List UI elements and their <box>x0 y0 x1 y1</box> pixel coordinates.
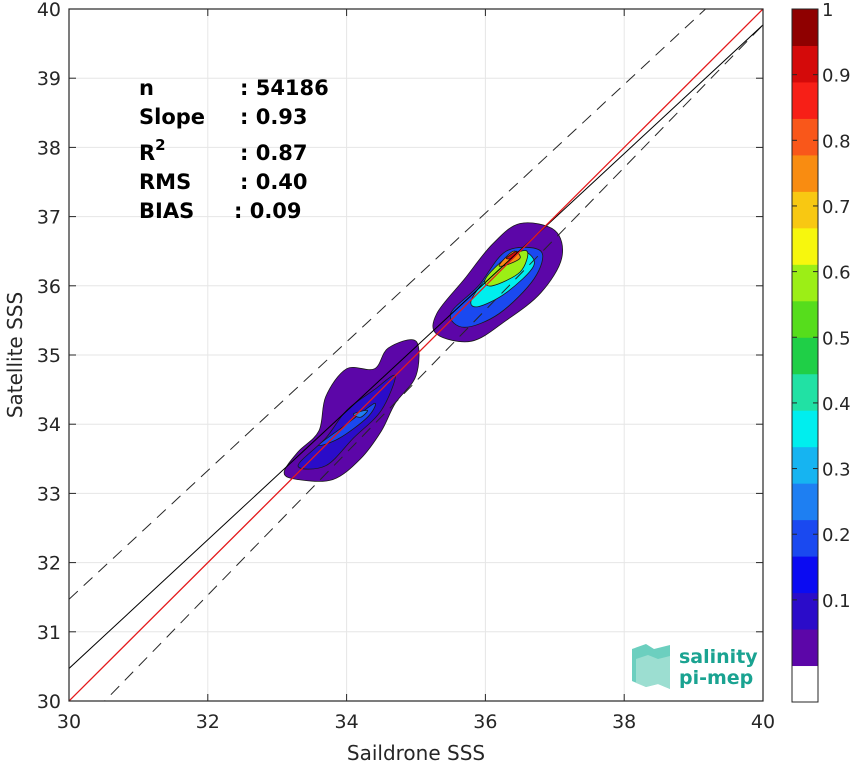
colorbar-segment <box>792 118 818 156</box>
x-tick-label: 40 <box>751 711 775 733</box>
logo-line1: salinity <box>679 646 758 668</box>
upper-bound-line <box>69 9 707 600</box>
y-tick-label: 32 <box>37 553 61 575</box>
colorbar-segment <box>792 300 818 338</box>
colorbar-segment <box>792 337 818 375</box>
colorbar-tick-label: 0.6 <box>822 263 851 284</box>
colorbar-segment <box>792 629 818 667</box>
y-tick-label: 34 <box>37 414 61 436</box>
y-tick-label: 39 <box>37 68 61 90</box>
y-tick-label: 35 <box>37 345 61 367</box>
x-tick-label: 32 <box>196 711 220 733</box>
y-tick-label: 38 <box>37 137 61 159</box>
identity-line <box>69 9 763 701</box>
stat-value: : 0.93 <box>240 105 308 129</box>
y-tick-label: 36 <box>37 276 61 298</box>
colorbar-segment <box>792 665 818 703</box>
x-axis-ticks: 30 32 34 36 38 40 <box>57 9 775 733</box>
colorbar-tick-label: 0.1 <box>822 591 851 612</box>
colorbar-segment <box>792 410 818 448</box>
colorbar-segment <box>792 446 818 484</box>
x-tick-label: 34 <box>335 711 359 733</box>
colorbar-tick-label: 0.9 <box>822 66 851 87</box>
colorbar-segment <box>792 81 818 119</box>
stat-value: : 54186 <box>240 76 329 100</box>
colorbar-segment <box>792 373 818 411</box>
y-axis-ticks: 30 31 32 33 34 35 36 37 38 39 40 <box>37 0 763 713</box>
statistics-box: n : 54186 Slope : 0.93 R2 : 0.87 RMS : 0.40 BIAS… <box>139 76 329 223</box>
colorbar-segment <box>792 45 818 83</box>
colorbar-frame <box>791 8 819 703</box>
density-contour-level <box>352 409 368 418</box>
colorbar-segment <box>792 592 818 630</box>
regression-line <box>69 24 763 669</box>
colorbar-tick-label: 0.4 <box>822 394 851 415</box>
colorbar-tick-label: 0.2 <box>822 525 851 546</box>
density-contours <box>283 222 564 482</box>
y-axis-label: Satellite SSS <box>3 292 27 418</box>
colorbar-segment <box>792 519 818 557</box>
salinity-pi-mep-logo: salinity pi-mep <box>632 644 758 689</box>
stat-value: : 0.40 <box>240 170 308 194</box>
colorbar-segment <box>792 264 818 302</box>
stat-label: n <box>139 76 154 100</box>
x-tick-label: 38 <box>612 711 636 733</box>
stat-label: RMS <box>139 170 191 194</box>
stat-label: R2 <box>139 136 166 165</box>
y-tick-label: 40 <box>37 0 61 21</box>
x-axis-label: Saildrone SSS <box>347 741 485 764</box>
x-tick-label: 36 <box>473 711 497 733</box>
colorbar-segment <box>792 556 818 594</box>
stat-label: Slope <box>139 105 205 129</box>
colorbar-tick-label: 0.7 <box>822 197 851 218</box>
colorbar-segment <box>792 154 818 192</box>
reference-lines <box>69 9 763 701</box>
colorbar-tick-label: 0.8 <box>822 131 851 152</box>
colorbar-tick-label: 0.5 <box>822 328 851 349</box>
colorbar-segment <box>792 191 818 229</box>
y-tick-label: 30 <box>37 691 61 713</box>
y-tick-label: 37 <box>37 207 61 229</box>
logo-line2: pi-mep <box>679 667 753 689</box>
stat-value: : 0.87 <box>240 141 308 165</box>
y-tick-label: 31 <box>37 622 61 644</box>
stat-superscript: 2 <box>155 136 165 154</box>
colorbar-segment <box>792 9 818 46</box>
colorbar-segment <box>792 227 818 265</box>
stat-label: BIAS <box>139 199 194 223</box>
x-tick-label: 30 <box>57 711 81 733</box>
stat-value: : 0.09 <box>234 199 302 223</box>
colorbar-segment <box>792 483 818 521</box>
colorbar-tick-label: 0.3 <box>822 460 851 481</box>
colorbar-tick-label: 1 <box>822 0 833 21</box>
logo-graphic-layer <box>636 655 670 689</box>
colorbar: 0.1 0.2 0.3 0.4 0.5 0.6 0.7 0.8 0.9 1 <box>791 0 851 703</box>
y-tick-label: 33 <box>37 483 61 505</box>
lower-bound-line <box>104 24 763 701</box>
